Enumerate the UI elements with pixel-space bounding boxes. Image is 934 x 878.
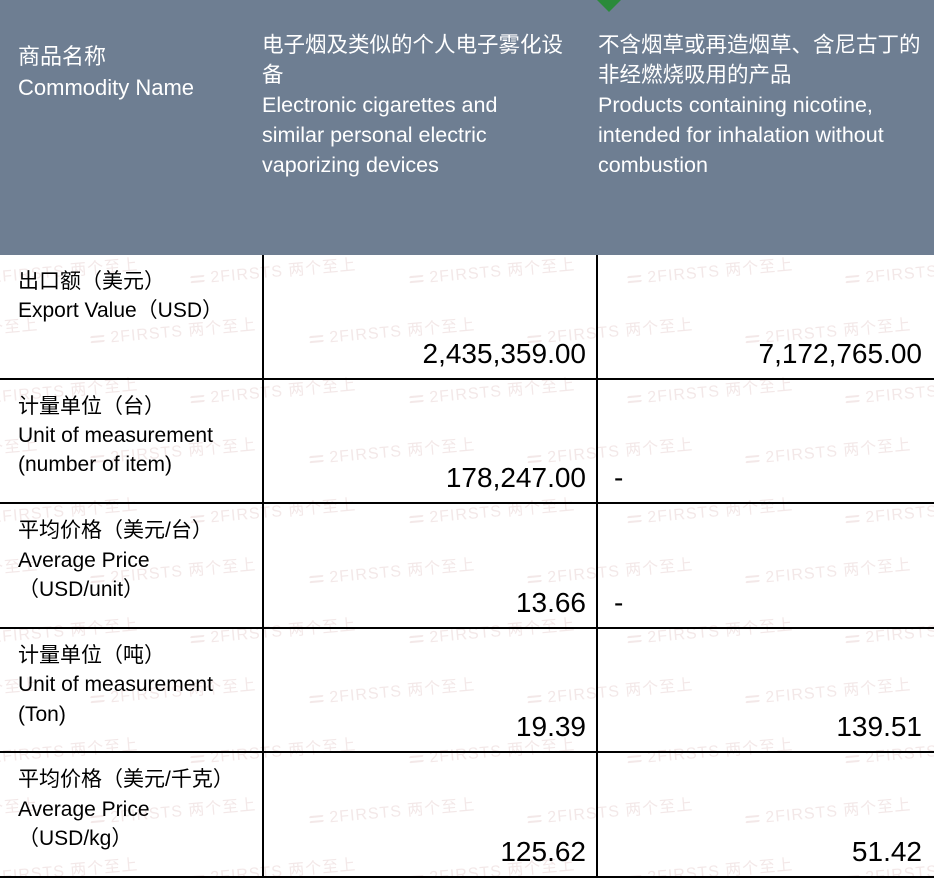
table-row: 计量单位（台） Unit of measurement (number of i…	[0, 380, 934, 505]
row-label: 出口额（美元） Export Value（USD）	[0, 255, 262, 378]
row-label: 平均价格（美元/千克） Average Price （USD/kg）	[0, 753, 262, 876]
row-value-3: 51.42	[598, 753, 934, 876]
row-value-2: 178,247.00	[262, 380, 598, 503]
row-label-en2: (number of item)	[18, 450, 254, 479]
row-label-en2: （USD/unit）	[18, 575, 254, 604]
row-value-2: 19.39	[262, 629, 598, 752]
row-value-3: -	[598, 504, 934, 627]
arrow-down-icon	[595, 0, 623, 12]
table-header-row: 商品名称 Commodity Name 电子烟及类似的个人电子雾化设备 Elec…	[0, 0, 934, 255]
data-table: 商品名称 Commodity Name 电子烟及类似的个人电子雾化设备 Elec…	[0, 0, 934, 878]
header-col2-en1: Electronic cigarettes and	[262, 90, 497, 120]
row-value-2: 13.66	[262, 504, 598, 627]
header-col3-en2: intended for inhalation without	[598, 120, 884, 150]
row-label: 平均价格（美元/台） Average Price （USD/unit）	[0, 504, 262, 627]
row-value-2: 125.62	[262, 753, 598, 876]
table-row: 平均价格（美元/台） Average Price （USD/unit） 13.6…	[0, 504, 934, 629]
row-label-en2: (Ton)	[18, 700, 254, 729]
row-label-cn: 计量单位（吨）	[18, 641, 254, 670]
row-label-en1: Average Price	[18, 546, 254, 575]
header-col3-cn1: 不含烟草或再造烟草、含尼古丁的	[598, 30, 921, 60]
row-label-cn: 计量单位（台）	[18, 392, 254, 421]
row-label-en2: （USD/kg）	[18, 824, 254, 853]
table-row: 计量单位（吨） Unit of measurement (Ton) 19.39 …	[0, 629, 934, 754]
header-commodity-name: 商品名称 Commodity Name	[0, 30, 262, 116]
header-label-en: Commodity Name	[18, 73, 254, 104]
row-label-en1: Unit of measurement	[18, 670, 254, 699]
header-col2: 电子烟及类似的个人电子雾化设备 Electronic cigarettes an…	[262, 30, 598, 180]
row-label-en1: Unit of measurement	[18, 421, 254, 450]
header-col3-en3: combustion	[598, 150, 708, 180]
table-row: 出口额（美元） Export Value（USD） 2,435,359.00 7…	[0, 255, 934, 380]
header-label-cn: 商品名称	[18, 42, 254, 73]
header-col2-cn: 电子烟及类似的个人电子雾化设备	[262, 30, 580, 90]
table-row: 平均价格（美元/千克） Average Price （USD/kg） 125.6…	[0, 753, 934, 878]
header-col3: 不含烟草或再造烟草、含尼古丁的 非经燃烧吸用的产品 Products conta…	[598, 30, 934, 180]
row-label-cn: 出口额（美元）	[18, 267, 254, 296]
header-col3-en1: Products containing nicotine,	[598, 90, 873, 120]
row-value-2: 2,435,359.00	[262, 255, 598, 378]
row-label-en: Export Value（USD）	[18, 296, 254, 325]
row-label-cn: 平均价格（美元/台）	[18, 516, 254, 545]
row-value-3: 7,172,765.00	[598, 255, 934, 378]
row-value-3: 139.51	[598, 629, 934, 752]
row-label-en1: Average Price	[18, 795, 254, 824]
row-label-cn: 平均价格（美元/千克）	[18, 765, 254, 794]
row-value-3: -	[598, 380, 934, 503]
header-col3-cn2: 非经燃烧吸用的产品	[598, 60, 792, 90]
header-col2-en2: similar personal electric	[262, 120, 487, 150]
row-label: 计量单位（吨） Unit of measurement (Ton)	[0, 629, 262, 752]
row-label: 计量单位（台） Unit of measurement (number of i…	[0, 380, 262, 503]
header-col2-en3: vaporizing devices	[262, 150, 439, 180]
